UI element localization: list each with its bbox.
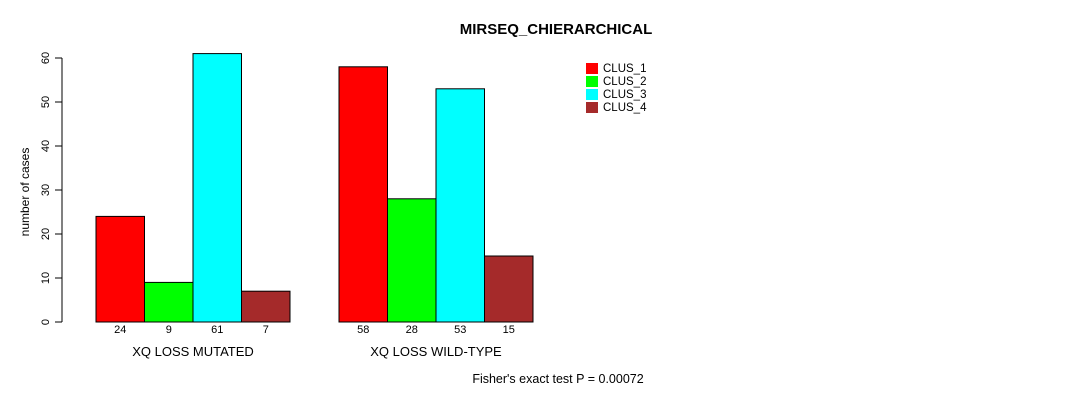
legend-label-clus1: CLUS_1: [603, 62, 647, 75]
legend-item-clus3: CLUS_3: [586, 88, 646, 101]
bar-clus_3-xq-loss-mutated: [192, 53, 242, 323]
legend-item-clus4: CLUS_4: [586, 101, 646, 114]
bar-value-label-clus_2-xq-loss-mutated: 9: [166, 324, 172, 336]
bar-value-label-clus_3-xq-loss-mutated: 61: [211, 324, 223, 336]
bar-clus_4-xq-loss-wild-type: [484, 255, 534, 323]
bar-clus_4-xq-loss-mutated: [241, 290, 291, 323]
legend-item-clus2: CLUS_2: [586, 75, 646, 88]
chart-title: MIRSEQ_CHIERARCHICAL: [459, 21, 653, 38]
y-axis-tick-label: 10: [40, 272, 52, 284]
bar-value-label-clus_1-xq-loss-mutated: 24: [114, 324, 126, 336]
bar-value-label-clus_4-xq-loss-mutated: 7: [263, 324, 269, 336]
y-axis-tick-label: 40: [40, 140, 52, 152]
bar-clus_3-xq-loss-wild-type: [435, 88, 485, 323]
legend-label-clus3: CLUS_3: [603, 88, 647, 101]
bar-clus_1-xq-loss-wild-type: [338, 66, 388, 323]
bar-value-label-clus_1-xq-loss-wild-type: 58: [357, 324, 369, 336]
legend-swatch-clus3-icon: [586, 89, 598, 100]
y-axis-tick-label: 0: [40, 319, 52, 325]
legend-label-clus2: CLUS_2: [603, 75, 647, 88]
category-label-xq-loss-mutated: XQ LOSS MUTATED: [132, 344, 254, 359]
y-axis-tick-label: 50: [40, 96, 52, 108]
y-axis-tick-label: 20: [40, 228, 52, 240]
legend-swatch-clus1-icon: [586, 63, 598, 74]
bar-clus_2-xq-loss-wild-type: [387, 198, 437, 323]
legend-swatch-clus4-icon: [586, 102, 598, 113]
bar-value-label-clus_4-xq-loss-wild-type: 15: [503, 324, 515, 336]
legend: CLUS_1 CLUS_2 CLUS_3 CLUS_4: [586, 62, 646, 114]
legend-label-clus4: CLUS_4: [603, 101, 647, 114]
bar-clus_1-xq-loss-mutated: [95, 215, 145, 323]
bar-clus_2-xq-loss-mutated: [144, 281, 194, 323]
legend-swatch-clus2-icon: [586, 76, 598, 87]
y-axis-tick-label: 30: [40, 184, 52, 196]
y-axis-tick-label: 60: [40, 52, 52, 64]
legend-item-clus1: CLUS_1: [586, 62, 646, 75]
bar-value-label-clus_3-xq-loss-wild-type: 53: [454, 324, 466, 336]
category-label-xq-loss-wild-type: XQ LOSS WILD-TYPE: [370, 344, 502, 359]
fisher-test-note: Fisher's exact test P = 0.00072: [472, 372, 644, 386]
bar-value-label-clus_2-xq-loss-wild-type: 28: [406, 324, 418, 336]
